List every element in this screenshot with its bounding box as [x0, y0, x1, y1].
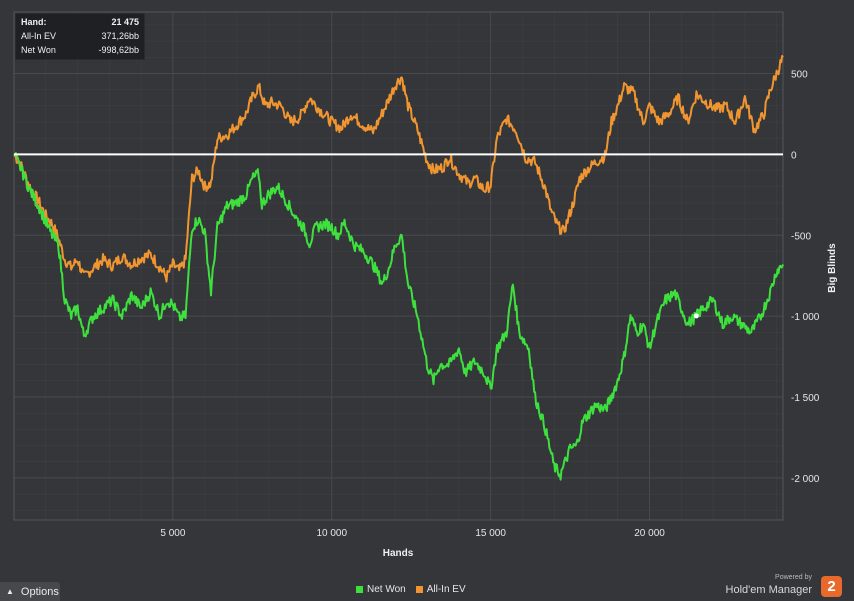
brand-name: Hold'em Manager — [725, 584, 812, 596]
legend: Net Won All-In EV — [356, 584, 466, 595]
tick-labels: 5 000 10 000 15 000 20 000 500 0 -500 -1 000 -1 … — [160, 69, 819, 539]
info-row-net-won: Net Won -998,62bb — [16, 43, 144, 57]
x-tick-label: 20 000 — [634, 528, 665, 539]
y-tick-label: 0 — [791, 150, 797, 161]
series-line-all-in-ev — [13, 55, 784, 283]
options-button[interactable]: ▲ Options — [0, 582, 60, 601]
legend-label: All-In EV — [426, 584, 466, 595]
x-tick-label: 15 000 — [475, 528, 506, 539]
x-axis-title: Hands — [383, 548, 414, 559]
info-label: Net Won — [21, 45, 56, 55]
hover-marker — [693, 313, 699, 319]
legend-item-net-won[interactable]: Net Won — [356, 584, 406, 595]
y-tick-label: -2 000 — [791, 474, 820, 485]
branding: Powered by Hold'em Manager 2 — [704, 573, 844, 601]
y-tick-label: -500 — [791, 231, 811, 242]
y-tick-label: -1 000 — [791, 312, 820, 323]
legend-swatch-net-won — [356, 586, 363, 593]
caret-up-icon: ▲ — [6, 587, 14, 596]
info-value: -998,62bb — [98, 45, 139, 55]
y-tick-label: -1 500 — [791, 393, 820, 404]
brand-logo-icon: 2 — [821, 576, 842, 597]
legend-item-all-in-ev[interactable]: All-In EV — [415, 584, 466, 595]
info-value: 371,26bb — [101, 31, 139, 41]
x-tick-label: 5 000 — [160, 528, 185, 539]
info-row-all-in-ev: All-In EV 371,26bb — [16, 29, 144, 43]
y-tick-label: 500 — [791, 69, 808, 80]
series-layer — [13, 55, 784, 481]
legend-label: Net Won — [367, 584, 406, 595]
x-tick-label: 10 000 — [316, 528, 347, 539]
hand-info-tooltip: Hand: 21 475 All-In EV 371,26bb Net Won … — [15, 13, 145, 60]
options-label: Options — [20, 585, 59, 598]
info-label: Hand: — [21, 17, 47, 27]
series-line-net-won — [13, 152, 784, 481]
info-row-hand: Hand: 21 475 — [16, 15, 144, 29]
info-label: All-In EV — [21, 31, 57, 41]
y-axis-title: Big Blinds — [827, 243, 838, 293]
powered-by-text: Powered by — [775, 574, 812, 581]
info-value: 21 475 — [111, 17, 139, 27]
legend-swatch-all-in-ev — [415, 586, 423, 593]
